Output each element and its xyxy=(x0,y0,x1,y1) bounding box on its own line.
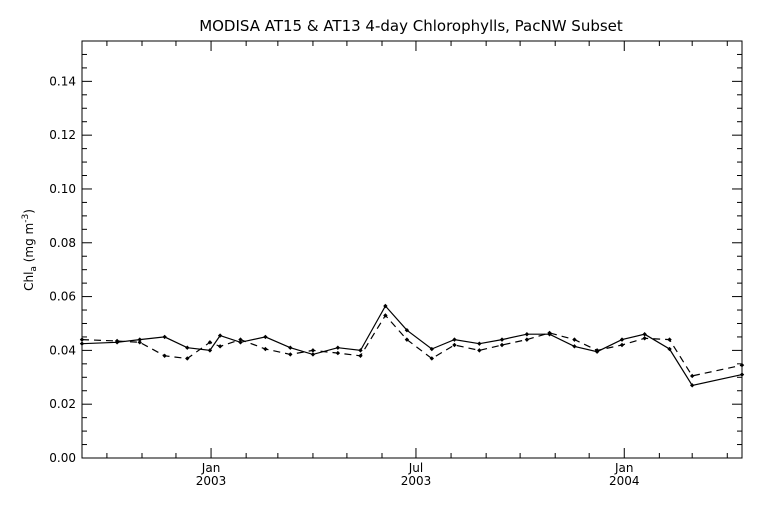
data-point xyxy=(358,348,363,353)
data-point xyxy=(619,342,625,348)
y-tick-label: 0.12 xyxy=(49,128,76,142)
data-point xyxy=(162,353,167,358)
x-tick-label-year: 2003 xyxy=(196,474,227,488)
data-point xyxy=(404,337,410,342)
data-point xyxy=(499,337,505,342)
data-point xyxy=(689,383,695,388)
data-point xyxy=(429,346,435,352)
data-point xyxy=(452,337,457,342)
y-axis-label-unit-close: ) xyxy=(22,209,36,214)
series-solid xyxy=(79,303,745,388)
plot-frame xyxy=(81,40,743,459)
data-point xyxy=(667,346,672,352)
data-point xyxy=(642,336,647,341)
data-point xyxy=(114,338,120,344)
y-axis-label-subscript: a xyxy=(29,266,39,272)
data-point xyxy=(79,341,85,346)
data-point xyxy=(524,332,530,337)
data-point xyxy=(207,340,213,345)
y-axis-label-unit: (mg m xyxy=(22,223,36,266)
data-point xyxy=(358,353,363,358)
data-point xyxy=(619,337,625,342)
data-point xyxy=(137,340,142,345)
data-point xyxy=(689,373,695,379)
y-tick-label: 0.00 xyxy=(49,451,76,465)
data-point xyxy=(185,356,190,361)
x-tick-label-month: Jan xyxy=(201,461,221,475)
data-point xyxy=(739,372,745,377)
y-tick-label: 0.06 xyxy=(49,290,76,304)
y-tick-label: 0.02 xyxy=(49,397,76,411)
series-dashed xyxy=(79,313,745,379)
y-tick-label: 0.04 xyxy=(49,343,76,357)
x-tick-label-year: 2003 xyxy=(401,474,432,488)
series-line-dashed xyxy=(81,314,743,377)
data-point xyxy=(185,345,190,350)
data-point xyxy=(404,328,410,333)
y-axis-label-prefix: Chl xyxy=(22,272,36,291)
data-point xyxy=(429,356,435,361)
data-point xyxy=(217,344,223,349)
data-point xyxy=(263,334,268,340)
y-tick-label: 0.08 xyxy=(49,236,76,250)
data-point xyxy=(524,337,530,342)
y-axis-label-unit-exponent: -3 xyxy=(21,214,31,223)
data-point xyxy=(642,332,647,337)
data-point xyxy=(288,345,293,350)
x-tick-label-month: Jan xyxy=(614,461,634,475)
data-point xyxy=(238,337,243,342)
data-point xyxy=(137,337,142,342)
data-point xyxy=(499,342,505,348)
series-layer xyxy=(79,303,745,388)
y-axis-label: Chla (mg m-3) xyxy=(21,209,39,291)
data-point xyxy=(310,348,316,353)
data-point xyxy=(335,350,341,356)
y-axis-ticks: 0.00 0.02 0.04 0.06 0.08 0.10 0.12 0.14 xyxy=(49,40,742,465)
data-point xyxy=(547,330,552,336)
chart-title: MODISA AT15 & AT13 4-day Chlorophylls, P… xyxy=(199,17,623,35)
data-point xyxy=(217,333,223,338)
data-point xyxy=(667,337,672,342)
y-tick-label: 0.14 xyxy=(49,74,76,88)
data-point xyxy=(263,346,268,352)
data-point xyxy=(288,352,293,357)
series-line-solid xyxy=(81,304,743,387)
data-point xyxy=(452,342,457,348)
x-tick-label-year: 2004 xyxy=(609,474,640,488)
data-point xyxy=(572,337,577,342)
x-tick-label-month: Jul xyxy=(408,461,423,475)
data-point xyxy=(572,344,577,349)
data-point xyxy=(238,340,243,345)
data-point xyxy=(207,348,213,353)
data-point xyxy=(310,352,316,357)
data-point xyxy=(739,362,745,368)
data-point xyxy=(477,341,482,346)
data-point xyxy=(383,313,388,318)
data-point xyxy=(383,303,388,309)
data-point xyxy=(162,334,167,340)
data-point xyxy=(335,345,341,350)
data-point xyxy=(79,337,85,342)
data-point xyxy=(477,348,482,353)
data-point xyxy=(594,348,600,353)
y-tick-label: 0.10 xyxy=(49,182,76,196)
